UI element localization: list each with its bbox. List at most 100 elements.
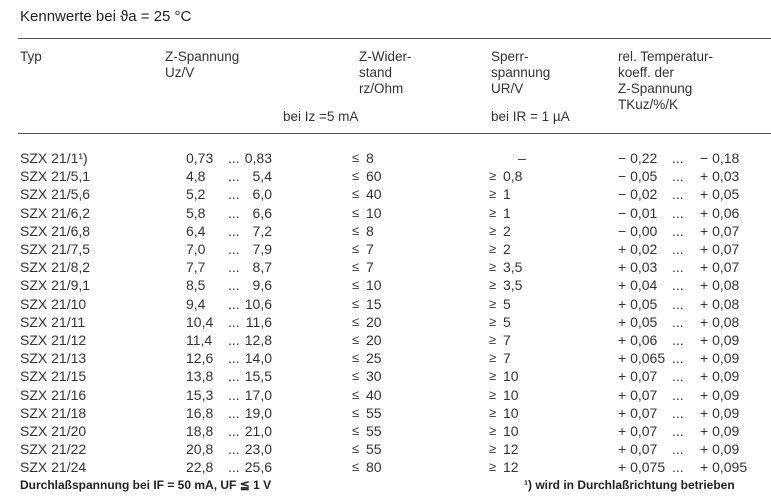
- uz-max-cell: 9,6: [252, 277, 272, 294]
- greater-equal-symbol: ≥: [489, 332, 497, 347]
- type-cell: SZX 21/22: [20, 441, 87, 458]
- tk-min-cell: + 0,075: [618, 459, 666, 476]
- ur-cell: 5: [503, 295, 511, 312]
- rz-cell: 60: [366, 168, 382, 185]
- rz-cell: 40: [366, 186, 382, 203]
- range-dots: ...: [228, 295, 240, 312]
- tk-min-cell: + 0,05: [618, 313, 658, 330]
- header-line: Z-Wider-: [359, 49, 412, 64]
- range-dots: ...: [228, 186, 240, 203]
- range-dots: ...: [228, 204, 240, 221]
- tk-max-cell: + 0,06: [700, 204, 740, 221]
- table-row: SZX 21/7,5 7,0... 7,9 ≤7 ≥2 + 0,02... + 0,07: [0, 240, 771, 258]
- greater-equal-symbol: ≥: [489, 186, 497, 202]
- table-row: SZX 21/18 16,8... 19,0 ≤55 ≥10 + 0,07... + 0,0…: [0, 404, 771, 422]
- uz-min-cell: 7,7: [186, 259, 206, 276]
- tk-min-cell: − 0,00: [618, 222, 658, 239]
- greater-equal-symbol: ≥: [489, 386, 497, 402]
- range-dots: ...: [228, 368, 240, 385]
- tk-max-cell: + 0,08: [700, 295, 740, 312]
- less-equal-symbol: ≤: [352, 150, 360, 165]
- ur-cell: 3,5: [503, 277, 523, 294]
- type-cell: SZX 21/13: [20, 350, 87, 367]
- less-equal-symbol: ≤: [352, 350, 360, 366]
- greater-equal-symbol: ≥: [489, 368, 497, 384]
- ur-cell: 2: [503, 222, 511, 239]
- tk-min-cell: + 0,07: [618, 423, 658, 439]
- type-cell: SZX 21/20: [20, 423, 87, 439]
- range-dots: ...: [672, 168, 684, 185]
- rz-cell: 55: [366, 404, 382, 421]
- ur-cell: –: [518, 150, 526, 166]
- header-line: Z-Spannung: [165, 49, 240, 64]
- table-row: SZX 21/12 11,4... 12,8 ≤20 ≥7 + 0,06... + 0,09: [0, 331, 771, 349]
- tk-min-cell: − 0,22: [618, 150, 658, 166]
- table-row: SZX 21/1¹) 0,73... 0,83 ≤8 – − 0,22... − 0,18: [0, 149, 771, 167]
- range-dots: ...: [672, 368, 684, 385]
- less-equal-symbol: ≤: [352, 295, 360, 311]
- rz-cell: 10: [366, 204, 382, 221]
- type-cell: SZX 21/1¹): [20, 150, 88, 166]
- ur-cell: 10: [503, 404, 519, 421]
- less-equal-symbol: ≤: [352, 222, 360, 238]
- tk-max-cell: + 0,09: [700, 368, 740, 385]
- range-dots: ...: [228, 222, 240, 239]
- ur-cell: 7: [503, 350, 511, 367]
- type-cell: SZX 21/5,1: [20, 168, 91, 185]
- greater-equal-symbol: ≥: [489, 459, 497, 475]
- type-cell: SZX 21/16: [20, 386, 87, 403]
- ur-cell: 12: [503, 441, 519, 458]
- range-dots: ...: [672, 459, 684, 476]
- range-dots: ...: [228, 350, 240, 367]
- range-dots: ...: [672, 441, 684, 458]
- uz-max-cell: 6,6: [252, 204, 272, 221]
- uz-min-cell: 0,73: [186, 150, 214, 166]
- rz-cell: 55: [366, 441, 382, 458]
- header-typ: Typ: [20, 49, 42, 64]
- tk-min-cell: + 0,06: [618, 332, 658, 348]
- rz-cell: 55: [366, 423, 382, 439]
- ur-cell: 10: [503, 386, 519, 403]
- ur-cell: 10: [503, 423, 519, 439]
- uz-max-cell: 10,6: [244, 295, 272, 312]
- less-equal-symbol: ≤: [352, 313, 360, 329]
- ur-cell: 0,8: [503, 168, 523, 185]
- range-dots: ...: [672, 350, 684, 367]
- table-row: SZX 21/6,2 5,8... 6,6 ≤10 ≥1 − 0,01... + 0,06: [0, 204, 771, 222]
- uz-min-cell: 20,8: [186, 441, 214, 458]
- ur-cell: 1: [503, 204, 511, 221]
- greater-equal-symbol: ≥: [489, 313, 497, 329]
- greater-equal-symbol: ≥: [489, 222, 497, 238]
- header-line: Z-Spannung: [618, 81, 693, 96]
- tk-min-cell: + 0,065: [618, 350, 666, 367]
- range-dots: ...: [228, 459, 240, 476]
- tk-max-cell: − 0,18: [700, 150, 740, 166]
- tk-max-cell: + 0,09: [700, 404, 740, 421]
- footnote: ¹) wird in Durchlaßrichtung betrieben: [524, 478, 735, 492]
- tk-max-cell: + 0,07: [700, 241, 740, 257]
- ur-cell: 7: [503, 332, 511, 348]
- less-equal-symbol: ≤: [352, 168, 360, 184]
- table-row: SZX 21/6,8 6,4... 7,2 ≤8 ≥2 − 0,00... + 0,07: [0, 222, 771, 240]
- less-equal-symbol: ≤: [352, 332, 360, 347]
- tk-max-cell: + 0,09: [700, 423, 740, 439]
- footer-forward-voltage: Durchlaßspannung bei IF = 50 mA, UF ≦ 1 …: [20, 478, 272, 492]
- header-line: Sperr-: [491, 49, 529, 64]
- uz-max-cell: 21,0: [244, 423, 272, 439]
- range-dots: ...: [672, 204, 684, 221]
- rz-cell: 8: [366, 222, 374, 239]
- uz-min-cell: 5,8: [186, 204, 206, 221]
- uz-min-cell: 18,8: [186, 423, 214, 439]
- range-dots: ...: [228, 423, 240, 439]
- ur-cell: 10: [503, 368, 519, 385]
- type-cell: SZX 21/9,1: [20, 277, 91, 294]
- tk-max-cell: + 0,095: [700, 459, 748, 476]
- less-equal-symbol: ≤: [352, 186, 360, 202]
- type-cell: SZX 21/6,8: [20, 222, 91, 239]
- uz-max-cell: 7,2: [252, 222, 272, 239]
- table-row: SZX 21/8,2 7,7... 8,7 ≤7 ≥3,5 + 0,03... + 0,07: [0, 258, 771, 276]
- range-dots: ...: [672, 277, 684, 294]
- type-cell: SZX 21/12: [20, 332, 87, 348]
- greater-equal-symbol: ≥: [489, 204, 497, 220]
- range-dots: ...: [228, 259, 240, 276]
